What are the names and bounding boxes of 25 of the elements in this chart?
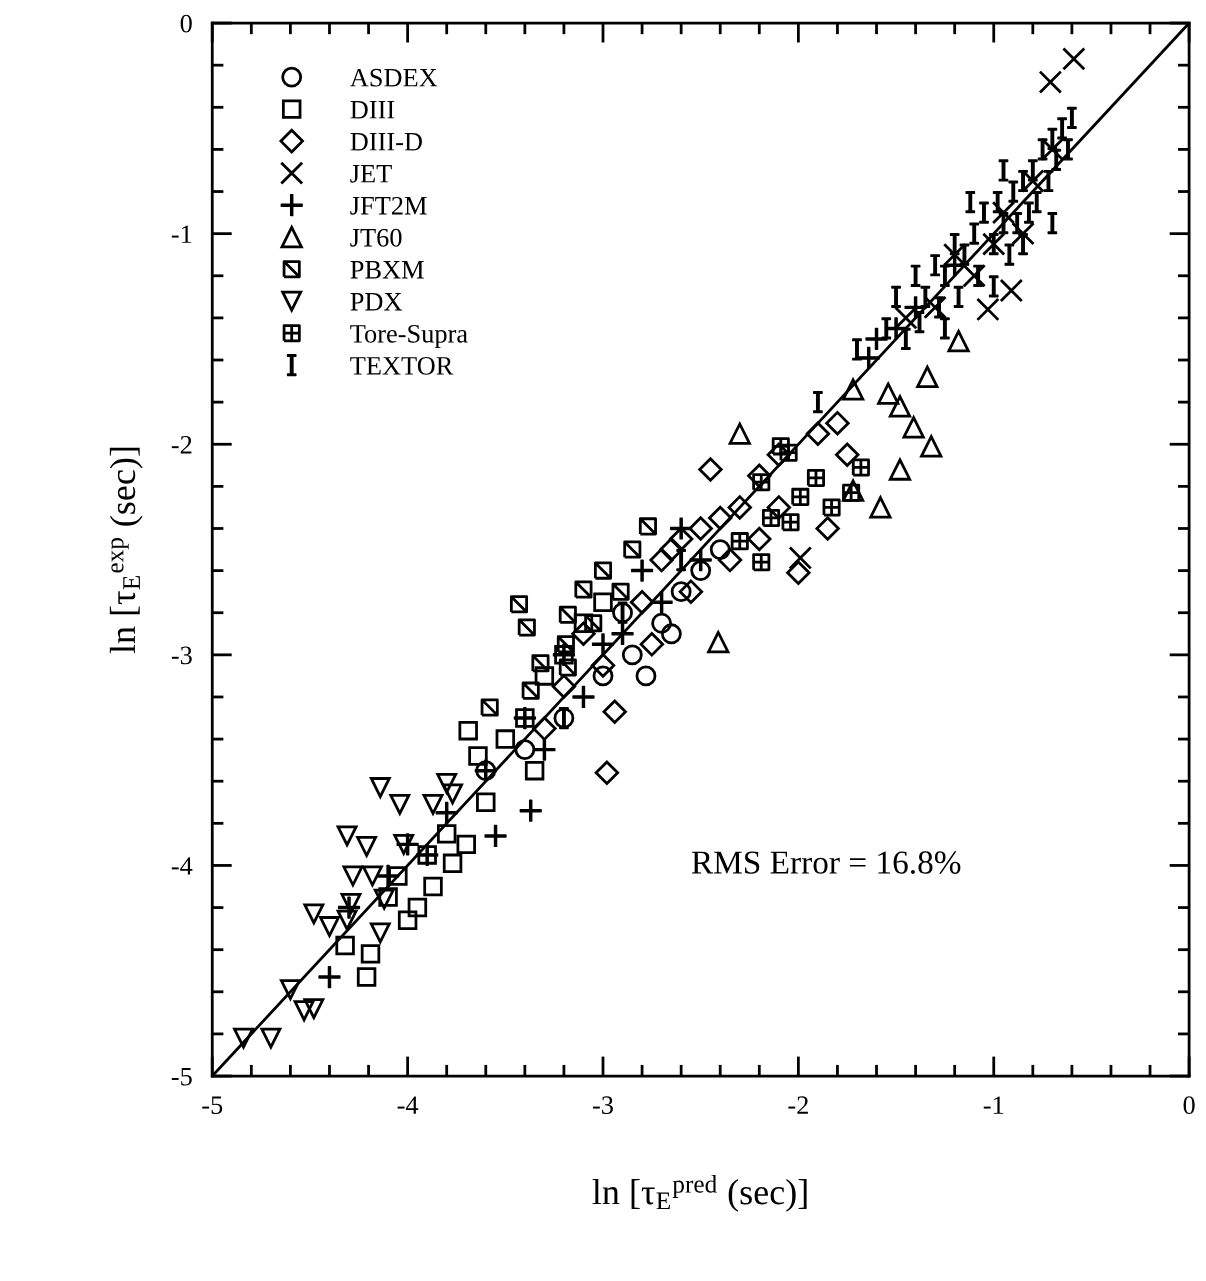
legend-label: JT60 [350, 228, 402, 247]
x-tick-label: 0 [1183, 1096, 1195, 1115]
x-tick-label: -3 [592, 1096, 613, 1115]
legend-label: JET [350, 165, 392, 183]
legend-label: DIII [350, 101, 395, 119]
y-tick-label: -1 [171, 225, 192, 243]
annotation: RMS Error = 16.8% [691, 851, 961, 874]
x-tick-label: -5 [202, 1096, 223, 1115]
y-tick-label: -4 [171, 857, 193, 875]
legend-label: PDX [350, 293, 403, 311]
y-tick-label: -3 [171, 646, 192, 665]
x-tick-label: -2 [788, 1096, 808, 1114]
x-tick-label: -1 [983, 1096, 1004, 1114]
legend-label: DIII-D [350, 133, 422, 151]
x-axis-title: ln [τ$_{E}$$^{pred}$ (sec)] [592, 1174, 807, 1212]
x-tick-label: -4 [397, 1096, 419, 1114]
legend-label: JFT2M [350, 196, 427, 215]
legend-label: TEXTOR [350, 356, 454, 375]
legend-label: Tore-Supra [350, 324, 468, 349]
y-tick-label: 0 [180, 14, 192, 33]
legend-label: PBXM [350, 261, 424, 279]
y-tick-label: -5 [171, 1067, 192, 1086]
y-axis-title: ln [τ$_{E}$$^{exp}$ (sec)] [109, 447, 143, 654]
y-tick-label: -2 [171, 435, 192, 454]
legend-label: ASDEX [350, 68, 438, 87]
